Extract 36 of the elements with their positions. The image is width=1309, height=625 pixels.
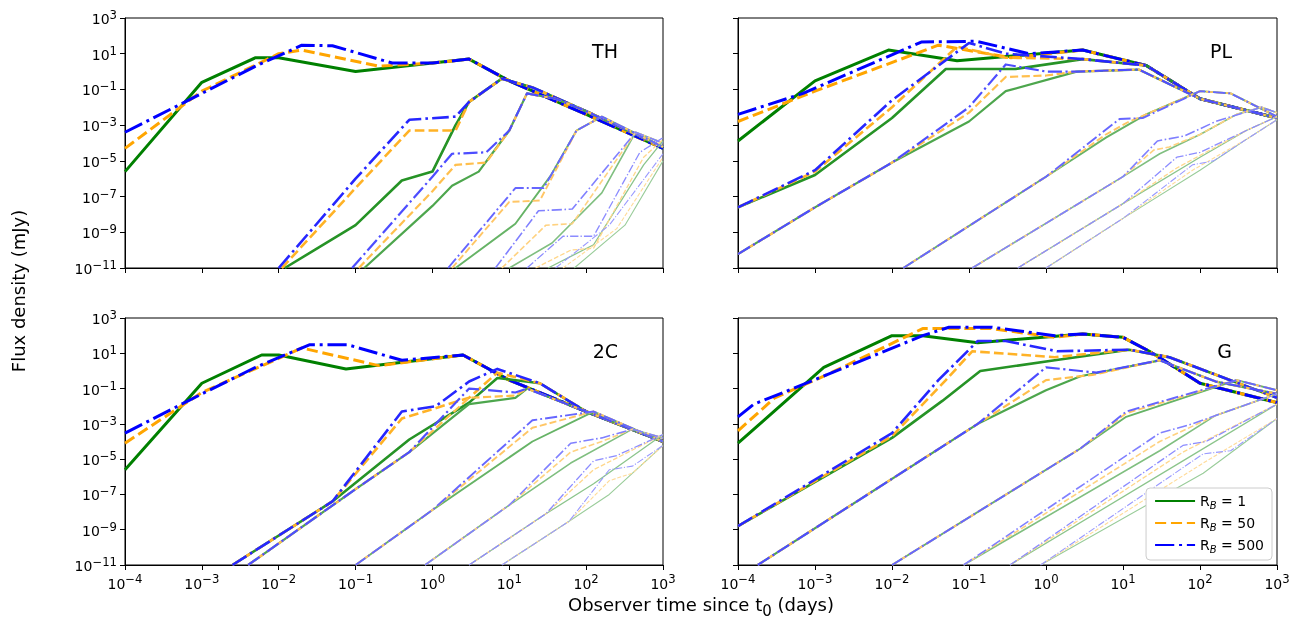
text: TH bbox=[591, 39, 619, 62]
x-tick-label: 10$^{−3}$ bbox=[184, 571, 220, 592]
x-tick-label: 10$^{−1}$ bbox=[338, 571, 374, 592]
y-tick-label: 10$^{1}$ bbox=[91, 341, 117, 363]
x-tick-label: 10$^{3}$ bbox=[650, 571, 676, 592]
text: 2C bbox=[592, 339, 618, 362]
x-tick-label: 10$^{−4}$ bbox=[720, 571, 756, 592]
y-tick-label: 10$^{1}$ bbox=[91, 42, 117, 63]
text: G bbox=[1217, 339, 1233, 362]
y-tick-label: 10$^{3}$ bbox=[91, 306, 117, 328]
y-tick-label: 10$^{−5}$ bbox=[81, 149, 117, 171]
text: PL bbox=[1209, 39, 1233, 62]
y-axis-title: Flux density (mJy) bbox=[7, 209, 29, 373]
y-tick-label: 10$^{−7}$ bbox=[81, 483, 117, 504]
x-tick-label: 10$^{0}$ bbox=[1033, 571, 1059, 592]
x-tick-label: 10$^{−2}$ bbox=[261, 571, 297, 592]
x-tick-label: 10$^{−2}$ bbox=[874, 571, 910, 592]
y-tick-label: 10$^{−1}$ bbox=[81, 377, 117, 398]
x-tick-label: 10$^{−3}$ bbox=[797, 571, 833, 592]
y-tick-label: 10$^{−5}$ bbox=[81, 447, 117, 469]
x-tick-label: 10$^{0}$ bbox=[419, 571, 446, 592]
y-tick-label: 10$^{−3}$ bbox=[81, 412, 117, 434]
y-tick-label: 10$^{−7}$ bbox=[81, 185, 117, 206]
x-tick-label: 10$^{−1}$ bbox=[951, 571, 987, 592]
x-tick-label: 10$^{2}$ bbox=[573, 571, 599, 592]
x-tick-label: 10$^{3}$ bbox=[1264, 571, 1290, 592]
y-tick-label: 10$^{−3}$ bbox=[81, 113, 117, 135]
y-tick-label: 10$^{−1}$ bbox=[81, 78, 117, 99]
y-tick-label: 10$^{−9}$ bbox=[81, 220, 117, 242]
x-tick-label: 10$^{1}$ bbox=[496, 571, 522, 592]
y-tick-label: 10$^{3}$ bbox=[91, 6, 117, 28]
x-tick-label: 10$^{2}$ bbox=[1187, 571, 1213, 592]
y-tick-label: 10$^{−11}$ bbox=[74, 256, 117, 278]
x-axis-title: Observer time since t$_{0}$ (days) bbox=[566, 594, 835, 620]
x-tick-label: 10$^{1}$ bbox=[1110, 571, 1136, 592]
y-tick-label: 10$^{−9}$ bbox=[81, 518, 117, 539]
